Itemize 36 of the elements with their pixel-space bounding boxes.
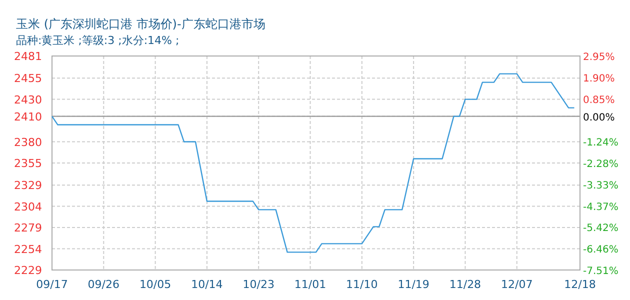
y-tick-label: 2410 [14, 110, 42, 124]
x-tick-label: 10/05 [139, 278, 172, 291]
y2-tick-label: -5.42% [583, 223, 618, 234]
y-tick-label: 2279 [14, 222, 42, 235]
y2-tick-label: -7.51% [583, 266, 618, 277]
x-tick-label: 10/14 [191, 278, 223, 291]
y2-tick-label: 2.95% [583, 52, 615, 63]
y2-tick-label: -3.33% [583, 180, 618, 192]
y2-tick-label: -4.37% [583, 202, 618, 213]
x-tick-label: 11/28 [449, 278, 482, 291]
y-tick-label: 2455 [14, 72, 42, 86]
x-tick-label: 09/17 [36, 278, 68, 291]
x-tick-label: 12/18 [564, 278, 596, 291]
chart-title: 玉米 (广东深圳蛇口港 市场价)-广东蛇口港市场 [16, 17, 266, 31]
line-series [51, 73, 575, 253]
x-tick-label: 11/19 [398, 278, 430, 291]
y-tick-label: 2229 [14, 264, 42, 277]
y-tick-label: 2481 [14, 50, 42, 63]
y-tick-label: 2329 [14, 179, 42, 192]
x-tick-label: 11/01 [294, 278, 326, 291]
y-tick-label: 2304 [14, 200, 42, 214]
y-tick-label: 2430 [14, 93, 42, 106]
x-tick-label: 10/23 [242, 278, 274, 291]
y2-tick-label: 1.90% [583, 73, 615, 84]
x-tick-label: 12/07 [501, 278, 533, 291]
y2-tick-label: 0.00% [583, 112, 615, 124]
x-tick-label: 09/26 [88, 278, 120, 291]
y2-tick-label: -1.24% [583, 138, 618, 149]
y2-tick-label: -2.28% [583, 159, 618, 170]
x-tick-label: 11/10 [346, 278, 378, 291]
y-tick-label: 2380 [14, 136, 42, 149]
chart-subtitle: 品种:黄玉米 ;等级:3 ;水分:14% ; [16, 34, 180, 47]
y-tick-label: 2355 [14, 157, 42, 170]
y2-tick-label: -6.46% [583, 244, 618, 256]
y2-tick-label: 0.85% [583, 94, 615, 106]
y-tick-label: 2254 [14, 242, 42, 256]
